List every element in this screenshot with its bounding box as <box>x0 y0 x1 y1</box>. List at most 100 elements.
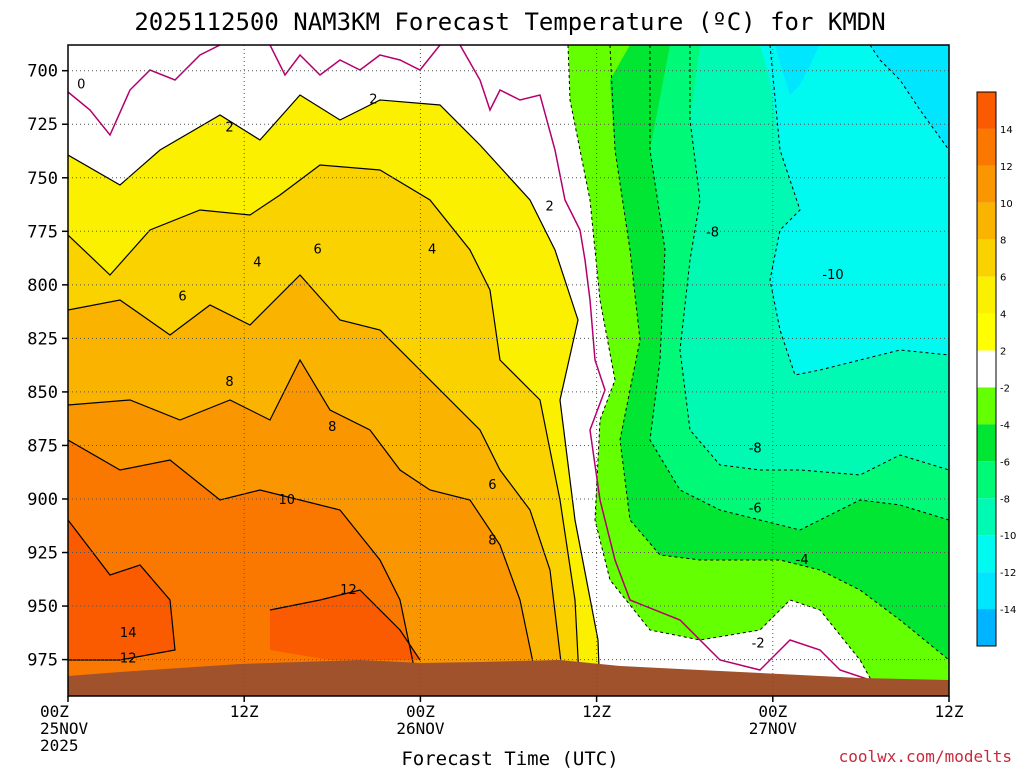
colorbar-segment <box>977 165 996 203</box>
colorbar-segment <box>977 424 996 462</box>
y-axis: 700 725 750 775 800 825 850 875 900 925 950 975 <box>27 62 68 671</box>
contour-neg12 <box>869 45 949 151</box>
y-tick-label: 950 <box>27 597 58 617</box>
contour-4 <box>68 164 581 696</box>
x-tick-label: 00Z <box>758 702 787 721</box>
y-tick-label: 925 <box>27 544 58 564</box>
contour-label: 8 <box>328 420 336 435</box>
colorbar: 14 12 10 8 6 4 2 -2 -4 -6 -8 -10 -12 -14 <box>976 91 1016 647</box>
y-tick-label: 850 <box>27 383 58 403</box>
colorbar-segment <box>977 202 996 240</box>
colorbar-tick-label: 10 <box>1000 199 1013 210</box>
contour-label: -2 <box>752 636 765 651</box>
colorbar-segment <box>977 609 996 646</box>
x-tick-label: 12Z <box>582 702 611 721</box>
contour-label: -6 <box>749 502 762 517</box>
colorbar-tick-label: -8 <box>1000 494 1010 505</box>
contour-neg2 <box>567 45 881 696</box>
colorbar-tick-label: -2 <box>1000 383 1010 394</box>
colorbar-segment <box>977 461 996 499</box>
colorbar-tick-label: 12 <box>1000 162 1013 173</box>
colorbar-tick-label: 2 <box>1000 347 1006 358</box>
contour-label: -10 <box>822 268 843 283</box>
colorbar-tick-label: -10 <box>1000 531 1016 542</box>
colorbar-tick-label: 14 <box>1000 125 1013 136</box>
contour-2 <box>68 94 601 696</box>
x-tick-label: 12Z <box>230 702 259 721</box>
x-tick-label: 25NOV <box>40 719 89 738</box>
contour-label: 14 <box>120 626 137 641</box>
colorbar-segment <box>977 535 996 573</box>
colorbar-frame <box>976 91 997 647</box>
colorbar-tick-label: 4 <box>1000 310 1006 321</box>
colorbar-segment <box>977 276 996 314</box>
x-axis-label: Forecast Time (UTC) <box>401 748 618 768</box>
colorbar-segment <box>977 572 996 610</box>
x-tick-label: 26NOV <box>396 719 445 738</box>
contour-label: 12 <box>340 583 357 598</box>
terrain <box>68 660 949 696</box>
contour-10 <box>68 439 421 696</box>
colorbar-tick-label: 8 <box>1000 236 1006 247</box>
contour-label: 2 <box>545 200 553 215</box>
band-neg10-neg12 <box>760 45 949 375</box>
colorbar-segment <box>977 239 996 277</box>
y-tick-label: 725 <box>27 115 58 135</box>
contour-label: 2 <box>369 93 377 108</box>
y-tick-label: 700 <box>27 62 58 82</box>
x-tick-label: 12Z <box>935 702 964 721</box>
y-tick-label: 875 <box>27 436 58 456</box>
zero-line-a <box>68 45 221 137</box>
zero-line-main <box>459 45 871 681</box>
contour-label: 10 <box>279 493 296 508</box>
y-tick-label: 825 <box>27 329 58 349</box>
contour-neg8 <box>679 45 949 476</box>
x-tick-label: 00Z <box>40 702 69 721</box>
contour-6 <box>68 274 566 696</box>
colorbar-segment <box>977 313 996 351</box>
colorbar-segment <box>977 387 996 425</box>
contour-neg10 <box>769 45 949 376</box>
colorbar-tick-label: -12 <box>1000 568 1016 579</box>
y-tick-label: 975 <box>27 651 58 671</box>
contour-label: -8 <box>749 442 762 457</box>
warm-contours <box>68 94 601 696</box>
contour-label: 8 <box>488 534 496 549</box>
plot-area <box>68 45 949 696</box>
colorbar-tick-label: -4 <box>1000 420 1010 431</box>
cold-contours <box>567 45 949 696</box>
contour-label: 2 <box>225 120 233 135</box>
colorbar-segment <box>977 128 996 166</box>
x-tick-label: 00Z <box>406 702 435 721</box>
y-tick-label: 800 <box>27 276 58 296</box>
grid-lines <box>68 45 949 696</box>
colorbar-segment <box>977 92 996 129</box>
plot-frame <box>67 44 950 697</box>
colorbar-tick-label: -14 <box>1000 605 1016 616</box>
contour-label: 12 <box>120 651 137 666</box>
credit-link[interactable]: coolwx.com/modelts <box>839 747 1012 766</box>
x-tick-label: 27NOV <box>749 719 798 738</box>
band-neg14-small <box>775 45 820 95</box>
contour-label: -8 <box>706 225 719 240</box>
contour-label: 0 <box>77 78 85 93</box>
colorbar-segment <box>977 350 996 388</box>
contour-labels: 0 2 2 2 4 6 4 6 8 8 6 10 8 12 14 12 -8 -10 -8 -6 -4 -2 <box>77 78 844 667</box>
zero-contour <box>68 45 871 681</box>
y-tick-label: 900 <box>27 490 58 510</box>
chart-title: 2025112500 NAM3KM Forecast Temperature (… <box>134 8 885 36</box>
contour-label: -4 <box>796 553 809 568</box>
contour-8 <box>68 358 541 696</box>
x-tick-label: 2025 <box>40 736 79 755</box>
contour-label: 6 <box>178 290 186 305</box>
contour-neg6 <box>649 45 949 531</box>
contour-label: 4 <box>253 255 261 270</box>
y-tick-label: 775 <box>27 222 58 242</box>
contour-label: 8 <box>225 375 233 390</box>
colorbar-segment <box>977 498 996 536</box>
contour-label: 6 <box>488 478 496 493</box>
band-12-14 <box>68 520 420 660</box>
y-tick-label: 750 <box>27 169 58 189</box>
